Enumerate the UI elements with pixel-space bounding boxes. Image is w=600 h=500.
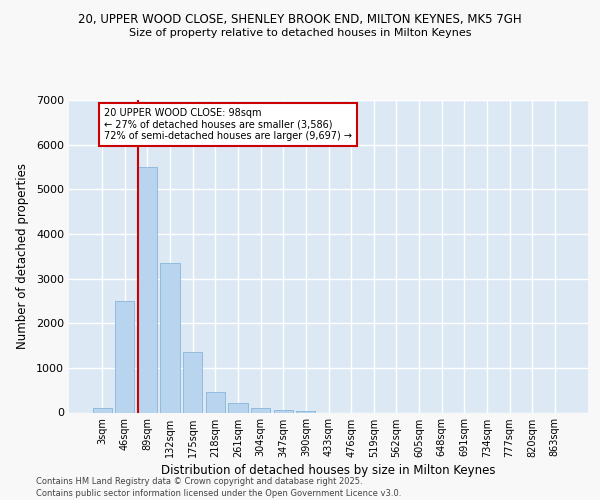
Bar <box>274 410 293 412</box>
Text: Contains HM Land Registry data © Crown copyright and database right 2025.
Contai: Contains HM Land Registry data © Crown c… <box>36 476 401 498</box>
Bar <box>183 352 202 412</box>
Text: 20, UPPER WOOD CLOSE, SHENLEY BROOK END, MILTON KEYNES, MK5 7GH: 20, UPPER WOOD CLOSE, SHENLEY BROOK END,… <box>78 12 522 26</box>
Bar <box>160 263 180 412</box>
Bar <box>115 301 134 412</box>
Bar <box>251 408 270 412</box>
Bar <box>296 411 316 412</box>
Bar <box>206 392 225 412</box>
Bar <box>138 167 157 412</box>
Y-axis label: Number of detached properties: Number of detached properties <box>16 163 29 349</box>
Bar <box>229 402 248 412</box>
Text: Size of property relative to detached houses in Milton Keynes: Size of property relative to detached ho… <box>129 28 471 38</box>
Bar <box>92 408 112 412</box>
X-axis label: Distribution of detached houses by size in Milton Keynes: Distribution of detached houses by size … <box>161 464 496 477</box>
Text: 20 UPPER WOOD CLOSE: 98sqm
← 27% of detached houses are smaller (3,586)
72% of s: 20 UPPER WOOD CLOSE: 98sqm ← 27% of deta… <box>104 108 352 141</box>
